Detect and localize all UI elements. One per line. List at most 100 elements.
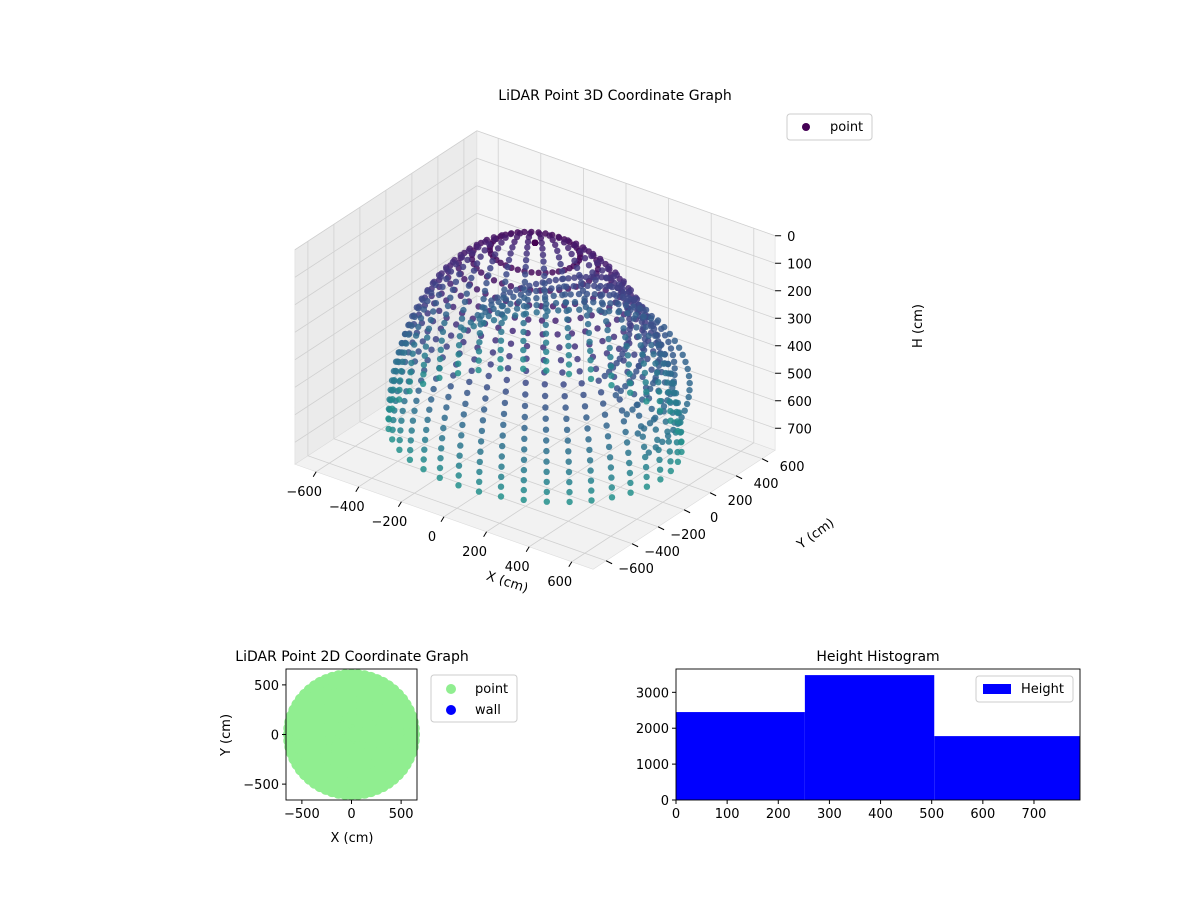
chart3d-point xyxy=(595,377,602,384)
chart3d-point xyxy=(671,365,678,372)
chart3d-point xyxy=(578,380,585,387)
chart3d-gridline xyxy=(476,157,776,264)
chart3d-point xyxy=(556,344,563,351)
chart3d-point xyxy=(533,302,540,309)
chart3d-point xyxy=(543,447,550,455)
chart2d-xtick-label: −500 xyxy=(284,807,320,822)
chart3d-point xyxy=(669,379,676,387)
chart3d-point xyxy=(455,462,463,469)
chart3d-point xyxy=(565,458,572,465)
chart3d-point xyxy=(419,338,426,345)
chart3d-point xyxy=(457,292,464,299)
chart3d-point xyxy=(589,269,596,276)
chart3d-point xyxy=(597,292,604,300)
chart3d-point xyxy=(396,386,403,394)
chart3d-point xyxy=(559,369,566,376)
chart3d-point xyxy=(498,463,505,470)
chart3d-point xyxy=(634,401,641,408)
chart3d-ytick-mark xyxy=(657,526,665,531)
chart3d-point xyxy=(415,323,422,330)
chart3d-point xyxy=(622,334,629,341)
chart3d-xtick-mark xyxy=(355,486,360,493)
chart3d-point xyxy=(478,269,485,276)
chart3d-point xyxy=(411,313,418,321)
chart3d-point xyxy=(554,331,561,338)
chart3d-point xyxy=(571,343,579,350)
chart3d-point xyxy=(588,497,595,504)
chart3d-point xyxy=(587,467,594,474)
chart3d-point xyxy=(458,315,466,322)
chart3d-point xyxy=(477,253,484,260)
chart3d-point xyxy=(525,233,533,241)
chart3d-point xyxy=(492,337,499,344)
chart3d-point xyxy=(494,245,502,252)
chart3d-point xyxy=(398,367,405,375)
chart3d-point xyxy=(423,426,430,434)
chart3d-point xyxy=(396,349,403,356)
chart3d-point xyxy=(603,422,610,429)
chart3d-xtick-mark xyxy=(397,501,402,508)
chart3d-point xyxy=(460,411,467,418)
chart3d-point xyxy=(469,250,476,257)
chart3d-point xyxy=(571,274,578,281)
chart3d-point xyxy=(626,370,633,377)
chart3d-point xyxy=(443,343,450,350)
chart3d-point xyxy=(586,446,593,454)
chart3d-point xyxy=(615,308,622,316)
chart3d-point xyxy=(391,377,398,384)
chart3d-point xyxy=(512,312,519,319)
chart3d-point xyxy=(396,436,403,444)
chart3d-point xyxy=(436,474,443,481)
chart3d-point xyxy=(598,299,606,306)
chart3d-point xyxy=(620,418,628,425)
chart3d-point xyxy=(639,351,646,358)
chart3d-point xyxy=(678,448,685,456)
chart3d-ytick-label: 200 xyxy=(728,494,753,509)
chart3d-point xyxy=(631,296,638,303)
chart3d-point xyxy=(520,486,527,494)
chart3d-point xyxy=(650,380,657,387)
chart3d-point xyxy=(566,488,573,496)
chart3d-point xyxy=(625,294,632,302)
chart3d-point xyxy=(461,298,469,305)
chart3d-point xyxy=(397,427,404,434)
chart3d-point xyxy=(540,258,547,265)
chart3d-point xyxy=(550,292,557,299)
chart3d-point xyxy=(537,234,545,242)
chart3d-point xyxy=(603,318,610,325)
chart3d-point xyxy=(491,236,499,243)
chart3d-point xyxy=(449,286,457,293)
chart3d-point xyxy=(625,449,632,456)
chart3d-point xyxy=(605,443,613,451)
chart3d-point xyxy=(526,282,533,289)
chart3d-gridline xyxy=(294,322,478,443)
chart3d-point xyxy=(524,244,531,251)
chart3d-point xyxy=(487,265,494,272)
chart3d-point xyxy=(476,339,483,346)
chart3d-point xyxy=(480,295,487,303)
chart3d-point xyxy=(655,341,662,349)
chart3d-point xyxy=(667,407,674,415)
chart3d-point xyxy=(420,456,427,463)
chart3d-point xyxy=(587,356,594,364)
chart3d-point xyxy=(447,332,455,339)
chart3d-point xyxy=(658,351,665,358)
chart3d-point xyxy=(413,397,420,404)
chart3d-point xyxy=(478,427,486,435)
chart3d-point xyxy=(665,438,672,445)
chart3d-point xyxy=(476,478,483,485)
chart3d-point xyxy=(587,477,595,484)
chart3d-point xyxy=(642,463,650,471)
chart3d-point xyxy=(394,358,401,365)
chart3d-point xyxy=(498,473,505,480)
chart3d-ztick-label: 500 xyxy=(787,367,812,382)
chart3d-point xyxy=(540,265,548,272)
chart3d-point xyxy=(478,312,485,319)
chart3d-point xyxy=(604,433,612,440)
chart3d-point xyxy=(520,496,527,504)
chart3d-point xyxy=(521,413,528,421)
chart3d-point xyxy=(566,498,573,506)
chart3d-point xyxy=(513,233,521,241)
chart3d-point xyxy=(592,365,600,373)
chart3d-point xyxy=(397,377,404,384)
